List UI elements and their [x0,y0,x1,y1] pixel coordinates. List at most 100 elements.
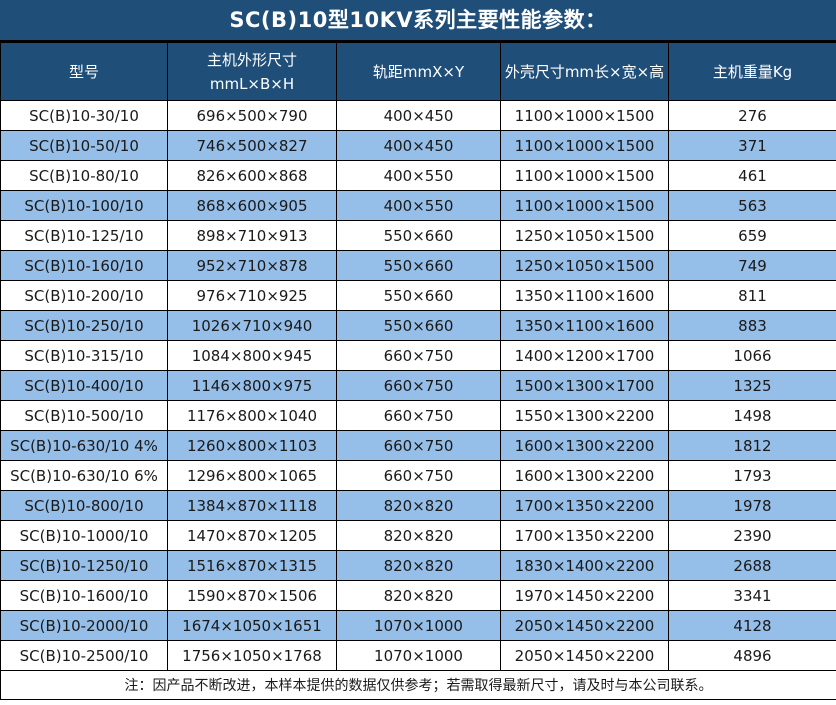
cell-model: SC(B)10-315/10 [0,340,168,371]
footer-row: 注：因产品不断改进，本样本提供的数据仅供参考；若需取得最新尺寸，请及时与本公司联… [0,670,836,700]
cell-shell-size: 1250×1050×1500 [500,250,669,281]
cell-dimensions: 868×600×905 [167,190,337,221]
cell-shell-size: 1500×1300×1700 [500,370,669,401]
col-header-track-gauge: 轨距mmX×Y [336,42,501,101]
cell-dimensions: 1384×870×1118 [167,490,337,521]
cell-dimensions: 1516×870×1315 [167,550,337,581]
cell-dimensions: 1260×800×1103 [167,430,337,461]
table-row: SC(B)10-500/10 1176×800×1040 660×750 155… [0,400,836,431]
table-row: SC(B)10-400/10 1146×800×975 660×750 1500… [0,370,836,401]
cell-dimensions: 952×710×878 [167,250,337,281]
cell-weight: 461 [668,160,836,191]
cell-model: SC(B)10-250/10 [0,310,168,341]
cell-track-gauge: 550×660 [336,250,501,281]
cell-dimensions: 1590×870×1506 [167,580,337,611]
cell-weight: 749 [668,250,836,281]
cell-model: SC(B)10-1000/10 [0,520,168,551]
cell-model: SC(B)10-50/10 [0,130,168,161]
cell-track-gauge: 1070×1000 [336,610,501,641]
cell-dimensions: 1296×800×1065 [167,460,337,491]
table-row: SC(B)10-125/10 898×710×913 550×660 1250×… [0,220,836,251]
cell-dimensions: 1176×800×1040 [167,400,337,431]
cell-weight: 371 [668,130,836,161]
cell-weight: 563 [668,190,836,221]
cell-shell-size: 1250×1050×1500 [500,220,669,251]
cell-track-gauge: 660×750 [336,370,501,401]
cell-model: SC(B)10-2000/10 [0,610,168,641]
cell-shell-size: 1700×1350×2200 [500,520,669,551]
cell-model: SC(B)10-2500/10 [0,640,168,671]
cell-model: SC(B)10-200/10 [0,280,168,311]
table-row: SC(B)10-250/10 1026×710×940 550×660 1350… [0,310,836,341]
cell-shell-size: 2050×1450×2200 [500,640,669,671]
cell-weight: 4896 [668,640,836,671]
cell-shell-size: 1550×1300×2200 [500,400,669,431]
cell-track-gauge: 400×450 [336,100,501,131]
cell-track-gauge: 400×550 [336,160,501,191]
cell-shell-size: 1970×1450×2200 [500,580,669,611]
cell-dimensions: 1026×710×940 [167,310,337,341]
cell-track-gauge: 820×820 [336,580,501,611]
cell-dimensions: 826×600×868 [167,160,337,191]
cell-model: SC(B)10-160/10 [0,250,168,281]
cell-model: SC(B)10-500/10 [0,400,168,431]
cell-shell-size: 1100×1000×1500 [500,100,669,131]
cell-model: SC(B)10-100/10 [0,190,168,221]
cell-track-gauge: 1070×1000 [336,640,501,671]
cell-track-gauge: 820×820 [336,490,501,521]
cell-track-gauge: 660×750 [336,340,501,371]
cell-track-gauge: 550×660 [336,280,501,311]
cell-dimensions: 1674×1050×1651 [167,610,337,641]
cell-model: SC(B)10-630/10 4% [0,430,168,461]
cell-dimensions: 898×710×913 [167,220,337,251]
cell-dimensions: 1756×1050×1768 [167,640,337,671]
cell-shell-size: 1600×1300×2200 [500,460,669,491]
cell-shell-size: 1100×1000×1500 [500,130,669,161]
table-row: SC(B)10-630/10 6% 1296×800×1065 660×750 … [0,460,836,491]
cell-model: SC(B)10-1250/10 [0,550,168,581]
table-row: SC(B)10-315/10 1084×800×945 660×750 1400… [0,340,836,371]
table-row: SC(B)10-1600/10 1590×870×1506 820×820 19… [0,580,836,611]
cell-shell-size: 1700×1350×2200 [500,490,669,521]
col-header-model: 型号 [0,42,168,101]
cell-weight: 3341 [668,580,836,611]
cell-weight: 276 [668,100,836,131]
cell-track-gauge: 550×660 [336,310,501,341]
cell-shell-size: 1100×1000×1500 [500,190,669,221]
cell-shell-size: 1830×1400×2200 [500,550,669,581]
cell-model: SC(B)10-1600/10 [0,580,168,611]
cell-model: SC(B)10-80/10 [0,160,168,191]
cell-shell-size: 2050×1450×2200 [500,610,669,641]
cell-dimensions: 1146×800×975 [167,370,337,401]
cell-shell-size: 1100×1000×1500 [500,160,669,191]
col-header-dimensions: 主机外形尺寸 mmL×B×H [167,42,337,101]
table-row: SC(B)10-200/10 976×710×925 550×660 1350×… [0,280,836,311]
cell-weight: 1498 [668,400,836,431]
table-row: SC(B)10-160/10 952×710×878 550×660 1250×… [0,250,836,281]
cell-weight: 1978 [668,490,836,521]
cell-weight: 659 [668,220,836,251]
cell-dimensions: 1084×800×945 [167,340,337,371]
cell-model: SC(B)10-400/10 [0,370,168,401]
col-header-shell-size: 外壳尺寸mm长×宽×高 [500,42,669,101]
table-row: SC(B)10-800/10 1384×870×1118 820×820 170… [0,490,836,521]
cell-dimensions: 976×710×925 [167,280,337,311]
cell-weight: 1793 [668,460,836,491]
cell-dimensions: 1470×870×1205 [167,520,337,551]
table-row: SC(B)10-50/10 746×500×827 400×450 1100×1… [0,130,836,161]
cell-dimensions: 746×500×827 [167,130,337,161]
cell-track-gauge: 550×660 [336,220,501,251]
table-row: SC(B)10-100/10 868×600×905 400×550 1100×… [0,190,836,221]
cell-weight: 1812 [668,430,836,461]
cell-track-gauge: 400×450 [336,130,501,161]
spec-table: 型号 主机外形尺寸 mmL×B×H 轨距mmX×Y 外壳尺寸mm长×宽×高 主机… [0,42,836,700]
cell-dimensions: 696×500×790 [167,100,337,131]
table-row: SC(B)10-630/10 4% 1260×800×1103 660×750 … [0,430,836,461]
cell-track-gauge: 660×750 [336,460,501,491]
cell-track-gauge: 820×820 [336,520,501,551]
header-row: 型号 主机外形尺寸 mmL×B×H 轨距mmX×Y 外壳尺寸mm长×宽×高 主机… [0,42,836,101]
table-row: SC(B)10-1000/10 1470×870×1205 820×820 17… [0,520,836,551]
table-body: SC(B)10-30/10 696×500×790 400×450 1100×1… [0,100,836,671]
table-row: SC(B)10-30/10 696×500×790 400×450 1100×1… [0,100,836,131]
cell-weight: 2688 [668,550,836,581]
